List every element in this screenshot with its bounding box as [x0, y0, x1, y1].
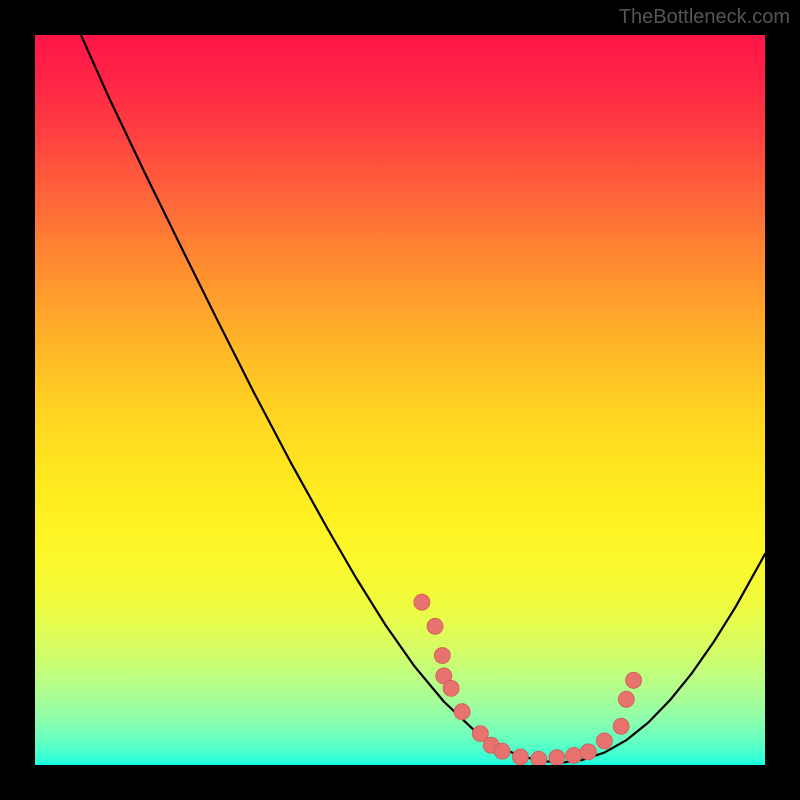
data-marker [443, 680, 459, 696]
data-marker [434, 648, 450, 664]
data-marker [454, 704, 470, 720]
plot-area [35, 35, 765, 765]
data-marker [626, 672, 642, 688]
data-marker [427, 618, 443, 634]
data-marker [580, 744, 596, 760]
data-marker [566, 748, 582, 764]
data-marker [596, 733, 612, 749]
data-marker [414, 594, 430, 610]
data-marker [549, 750, 565, 765]
data-marker [613, 718, 629, 734]
data-marker [618, 691, 634, 707]
data-marker [494, 743, 510, 759]
watermark-text: TheBottleneck.com [619, 6, 790, 29]
curve-layer [35, 35, 765, 765]
markers-group [414, 594, 642, 765]
data-marker [531, 751, 547, 765]
bottleneck-curve [81, 35, 765, 763]
data-marker [512, 749, 528, 765]
